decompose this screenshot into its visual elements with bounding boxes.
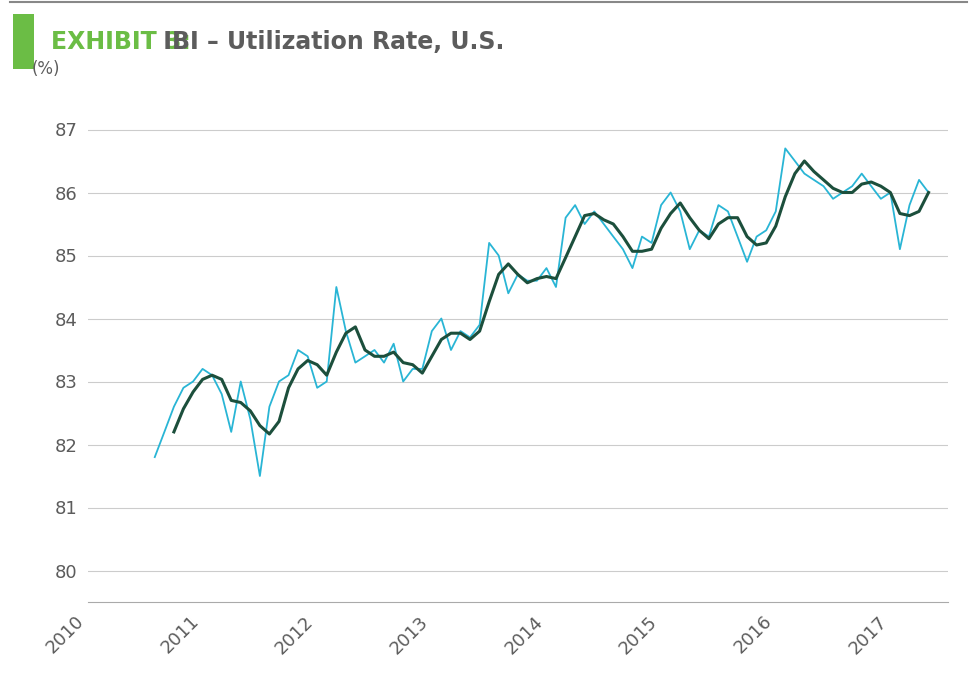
FancyBboxPatch shape [13,14,34,69]
Text: EXHIBIT 3:: EXHIBIT 3: [51,30,191,54]
Legend: Utilization Rate, Utilization Rate, 3 Mo. Moving Average: Utilization Rate, Utilization Rate, 3 Mo… [181,694,769,700]
Text: IBI – Utilization Rate, U.S.: IBI – Utilization Rate, U.S. [155,30,505,54]
Text: (%): (%) [32,60,61,78]
